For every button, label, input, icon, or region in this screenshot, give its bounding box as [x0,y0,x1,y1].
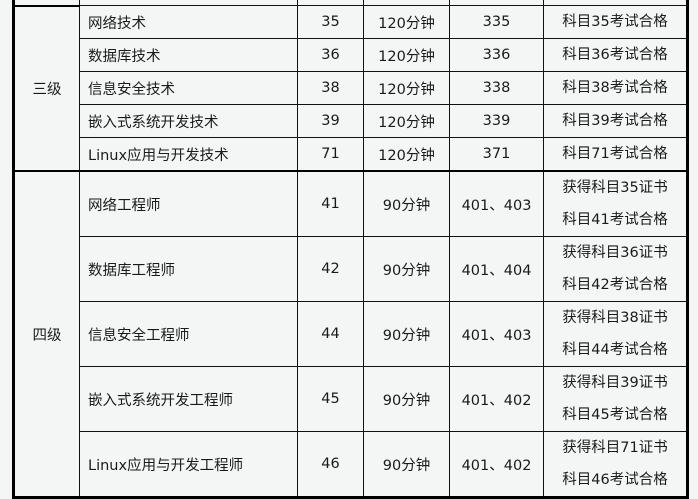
condition-line: 科目45考试合格 [562,407,668,423]
subject-code-cell: 38 [297,71,364,105]
duration-cell: 90分钟 [363,301,450,367]
certificate-condition-cell: 获得科目71证书 科目46考试合格 [543,431,688,498]
subject-name-cell: 嵌入式系统开发工程师 [79,366,298,432]
exam-codes-cell: 401、402 [449,366,544,432]
condition-line: 科目39考试合格 [562,113,668,129]
condition-line: 科目38考试合格 [562,80,668,96]
condition-line: 科目41考试合格 [562,212,668,228]
subject-name-cell: Linux应用与开发技术 [79,137,298,172]
subject-name-cell: 嵌入式系统开发技术 [79,104,298,138]
table-row: 四级 网络工程师 41 90分钟 401、403 获得科目35证书 科目41考试合格 [13,170,688,498]
exam-codes-cell: 401、402 [449,431,544,498]
exam-codes-cell: 335 [449,5,544,39]
duration-cell: 120分钟 [363,104,450,138]
subject-name-cell: 数据库技术 [79,38,298,72]
subject-code-cell: 46 [297,431,364,498]
table-row: 信息安全工程师 44 90分钟 401、403 获得科目38证书 科目44考试合格 [14,301,688,367]
subject-name-cell: Linux应用与开发工程师 [79,431,298,498]
certificate-condition-cell: 科目36考试合格 [543,38,688,72]
certificate-condition-cell: 科目71考试合格 [543,137,688,172]
exam-codes-cell: 401、404 [449,236,544,302]
table-row: 嵌入式系统开发技术 39 120分钟 339 科目39考试合格 [14,104,688,138]
certificate-condition-cell: 获得科目36证书 科目42考试合格 [543,236,688,302]
subject-name-cell: 信息安全技术 [79,71,298,105]
duration-cell: 120分钟 [363,5,450,39]
condition-line: 获得科目35证书 [562,180,668,196]
exam-codes-cell: 371 [449,137,544,172]
condition-line: 获得科目38证书 [562,310,668,326]
duration-cell: 90分钟 [363,236,450,302]
subject-name-cell: 网络技术 [79,5,298,39]
certificate-condition-cell: 科目35考试合格 [543,5,688,39]
level-cell: 四级 [13,170,80,498]
certificate-condition-cell: 获得科目38证书 科目44考试合格 [543,301,688,367]
subject-code-cell: 39 [297,104,364,138]
subject-name-cell: 网络工程师 [79,170,298,237]
duration-cell: 90分钟 [363,431,450,498]
exam-codes-cell: 339 [449,104,544,138]
table-row: 数据库技术 36 120分钟 336 科目36考试合格 [14,38,688,72]
certificate-condition-cell: 获得科目35证书 科目41考试合格 [543,170,688,237]
subject-code-cell: 45 [297,366,364,432]
table-row: Linux应用与开发工程师 46 90分钟 401、402 获得科目71证书 科目46考试… [14,431,688,498]
subject-code-cell: 44 [297,301,364,367]
exam-codes-cell: 401、403 [449,170,544,237]
subject-name-cell: 信息安全工程师 [79,301,298,367]
exam-codes-cell: 401、403 [449,301,544,367]
duration-cell: 90分钟 [363,366,450,432]
table-row: 嵌入式系统开发工程师 45 90分钟 401、402 获得科目39证书 科目45考试合格 [14,366,688,432]
table-row: 三级 网络技术 35 120分钟 335 科目35考试合格 [13,4,688,172]
exam-codes-cell: 336 [449,38,544,72]
condition-line: 科目36考试合格 [562,47,668,63]
table-row: Linux应用与开发技术 71 120分钟 371 科目71考试合格 [14,137,688,172]
exam-subjects-table: 三级 网络技术 35 120分钟 335 科目35考试合格 数据库技术 36 120分钟 336 科… [12,0,689,499]
condition-line: 科目71考试合格 [562,146,668,162]
subject-code-cell: 35 [297,5,364,39]
duration-cell: 120分钟 [363,38,450,72]
subject-name-cell: 数据库工程师 [79,236,298,302]
duration-cell: 120分钟 [363,137,450,172]
subject-code-cell: 41 [297,170,364,237]
certificate-condition-cell: 科目38考试合格 [543,71,688,105]
condition-line: 科目44考试合格 [562,342,668,358]
condition-line: 获得科目36证书 [562,245,668,261]
certificate-condition-cell: 科目39考试合格 [543,104,688,138]
duration-cell: 90分钟 [363,170,450,237]
condition-line: 科目46考试合格 [562,472,668,488]
condition-line: 科目42考试合格 [562,277,668,293]
duration-cell: 120分钟 [363,71,450,105]
subject-code-cell: 71 [297,137,364,172]
table-row: 数据库工程师 42 90分钟 401、404 获得科目36证书 科目42考试合格 [14,236,688,302]
condition-line: 科目35考试合格 [562,14,668,30]
condition-line: 获得科目71证书 [562,440,668,456]
condition-line: 获得科目39证书 [562,375,668,391]
table-row: 信息安全技术 38 120分钟 338 科目38考试合格 [14,71,688,105]
level-cell: 三级 [13,4,80,172]
subject-code-cell: 42 [297,236,364,302]
certificate-condition-cell: 获得科目39证书 科目45考试合格 [543,366,688,432]
subject-code-cell: 36 [297,38,364,72]
exam-codes-cell: 338 [449,71,544,105]
